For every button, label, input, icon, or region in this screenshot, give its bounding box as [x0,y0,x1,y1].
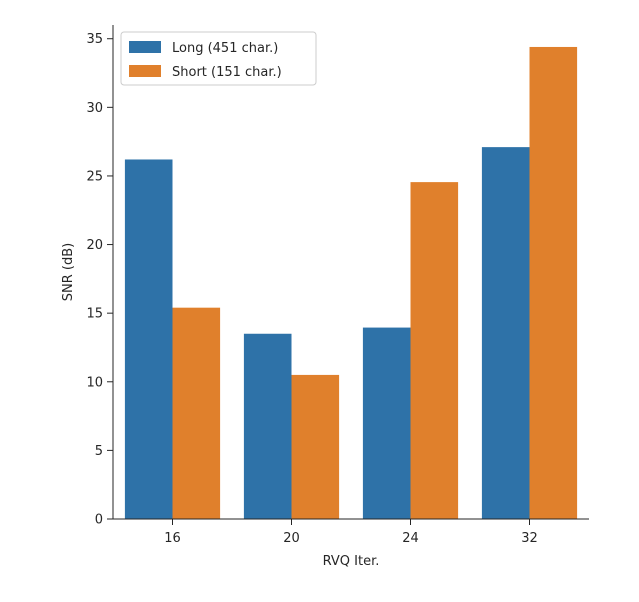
y-tick-label: 35 [86,32,103,47]
legend: Long (451 char.) Short (151 char.) [120,31,317,86]
bar-24-series-2 [410,182,459,519]
y-tick-label: 15 [86,307,103,322]
bar-20-series-1 [243,333,292,519]
x-tick-label: 20 [283,531,300,546]
x-axis: 16 20 24 32 [113,518,589,546]
y-tick-label: 20 [86,238,103,253]
bar-16-series-1 [124,159,173,519]
x-axis-label: RVQ Iter. [323,554,380,569]
y-tick-label: 25 [86,169,103,184]
legend-swatch-series-2 [129,65,161,77]
legend-label-series-1: Long (451 char.) [172,41,278,56]
x-tick-label: 32 [521,531,538,546]
y-tick-label: 30 [86,101,103,116]
x-tick-label: 16 [164,531,181,546]
y-tick-label: 0 [95,513,103,528]
y-tick-label: 5 [95,444,103,459]
bar-32-series-2 [529,46,578,519]
bar-16-series-2 [172,307,221,519]
bar-24-series-1 [362,327,411,519]
y-axis-label: SNR (dB) [61,243,76,301]
legend-swatch-series-1 [129,41,161,53]
legend-label-series-2: Short (151 char.) [172,65,282,80]
y-tick-label: 10 [86,375,103,390]
legend-frame [120,31,317,86]
x-tick-label: 24 [402,531,419,546]
bars-group [124,46,578,519]
bar-20-series-2 [291,374,340,519]
y-axis: 0 5 10 15 20 25 30 35 [86,25,114,528]
bar-32-series-1 [481,147,530,519]
